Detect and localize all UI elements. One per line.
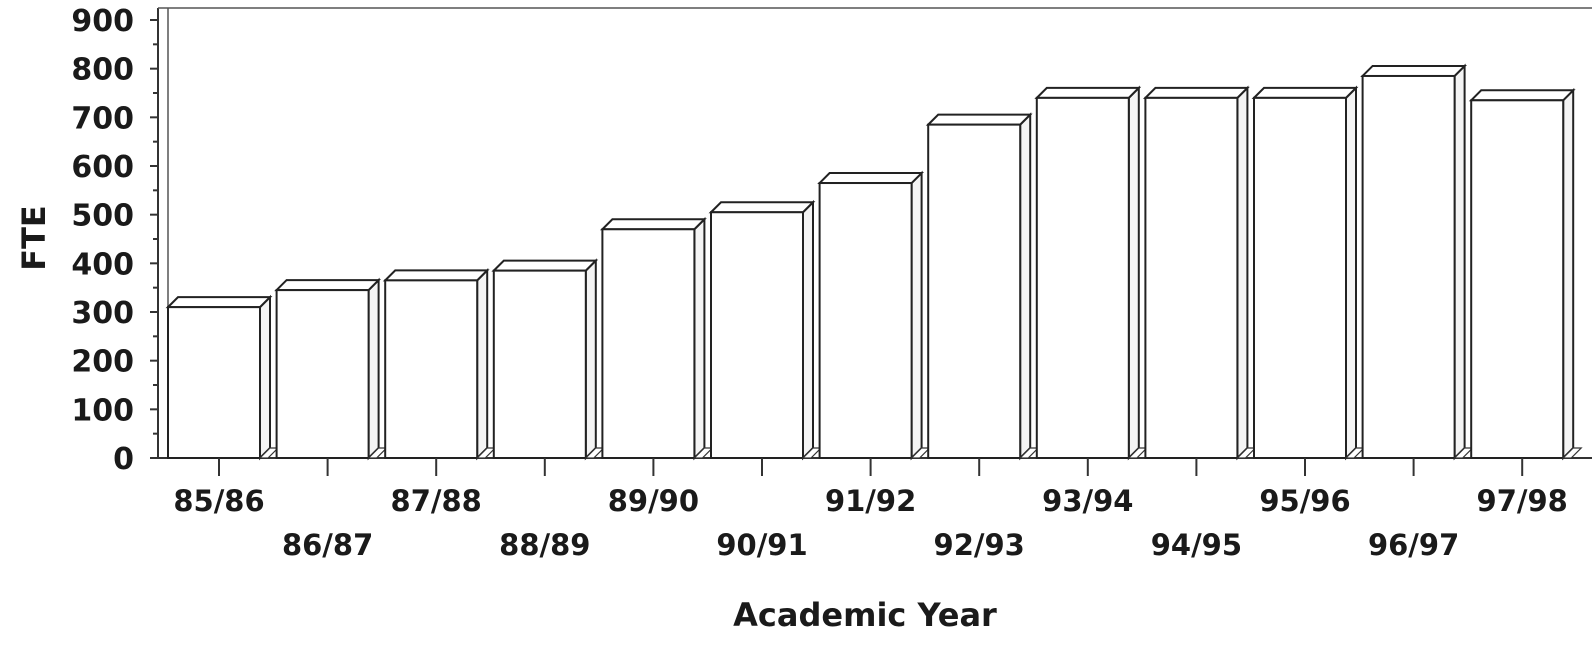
y-tick-label: 200 [71,345,134,380]
x-axis-title: Academic Year [733,596,997,634]
x-tick-label: 95/96 [1259,484,1350,518]
bar-front [601,228,696,459]
y-tick-label: 800 [71,53,134,88]
x-axis-ticks: 85/86 86/87 87/88 88/89 89/90 90/91 91/92 92/93… [173,458,1568,562]
bar [274,277,389,461]
bar-top [1251,86,1359,99]
bars [165,63,1583,461]
bar-top [817,172,925,185]
bar-side [1562,87,1575,461]
bar [382,267,497,461]
x-tick-label: 89/90 [608,484,699,518]
bar-side [693,216,706,461]
bar-front [710,211,804,459]
bar-side [802,199,814,461]
bar-top [274,279,382,292]
y-axis-ticks: 0 100 200 300 400 500 600 700 800 900 [71,4,158,477]
y-tick-label: 700 [71,101,134,136]
x-tick-label: 94/95 [1151,528,1242,562]
bar-top [599,218,707,231]
bar-side [367,277,380,461]
bar-top [382,269,490,282]
bar-front [384,279,479,459]
x-tick-label: 90/91 [716,528,807,562]
y-tick-label: 400 [71,247,134,282]
bar [817,170,932,461]
bar-top [708,201,816,214]
bar-side [1345,85,1357,461]
bar-front [275,289,370,459]
y-tick-label: 0 [113,442,134,477]
bar [1251,85,1366,461]
bar-side [1127,85,1140,461]
bar-side [476,267,489,461]
bar [925,112,1040,461]
bar [165,294,280,461]
bar-top [1468,89,1576,102]
y-tick-label: 900 [71,4,134,39]
floor-gap [1561,447,1583,459]
bar-side [1236,85,1249,461]
y-tick-label: 500 [71,199,134,234]
bar-front [818,182,913,460]
bar-side [1453,63,1466,461]
x-tick-label: 86/87 [282,528,373,562]
bar-side [910,170,923,461]
x-tick-label: 92/93 [934,528,1025,562]
bar-front [1144,96,1239,459]
bar-side [584,258,597,461]
bar-top [1360,64,1468,77]
bar-front [927,123,1022,459]
bar-side [259,294,271,461]
bar [1468,87,1583,461]
x-tick-label: 87/88 [391,484,482,518]
x-tick-label: 96/97 [1368,528,1459,562]
bar-front [1253,96,1347,459]
bar [491,258,606,461]
bar-top [1142,86,1250,99]
bar-top [925,113,1033,126]
bar-front [167,306,261,459]
bar-side [1019,112,1032,461]
bar [708,199,823,461]
bar [1034,85,1149,461]
bar-front [492,269,587,459]
y-axis-title: FTE [15,205,53,271]
bar-top [165,296,273,309]
y-tick-label: 100 [71,393,134,428]
bar-top [491,259,599,272]
bar [1142,85,1257,461]
bar [599,216,714,461]
bar-front [1035,96,1130,459]
bar-top [1034,86,1142,99]
x-tick-label: 85/86 [173,484,264,518]
x-tick-label: 91/92 [825,484,916,518]
x-tick-label: 97/98 [1477,484,1568,518]
y-tick-label: 300 [71,296,134,331]
bar [1360,63,1475,461]
bar-front [1470,99,1565,460]
x-tick-label: 88/89 [499,528,590,562]
bar-front [1361,74,1456,459]
x-tick-label: 93/94 [1042,484,1133,518]
y-tick-label: 600 [71,150,134,185]
